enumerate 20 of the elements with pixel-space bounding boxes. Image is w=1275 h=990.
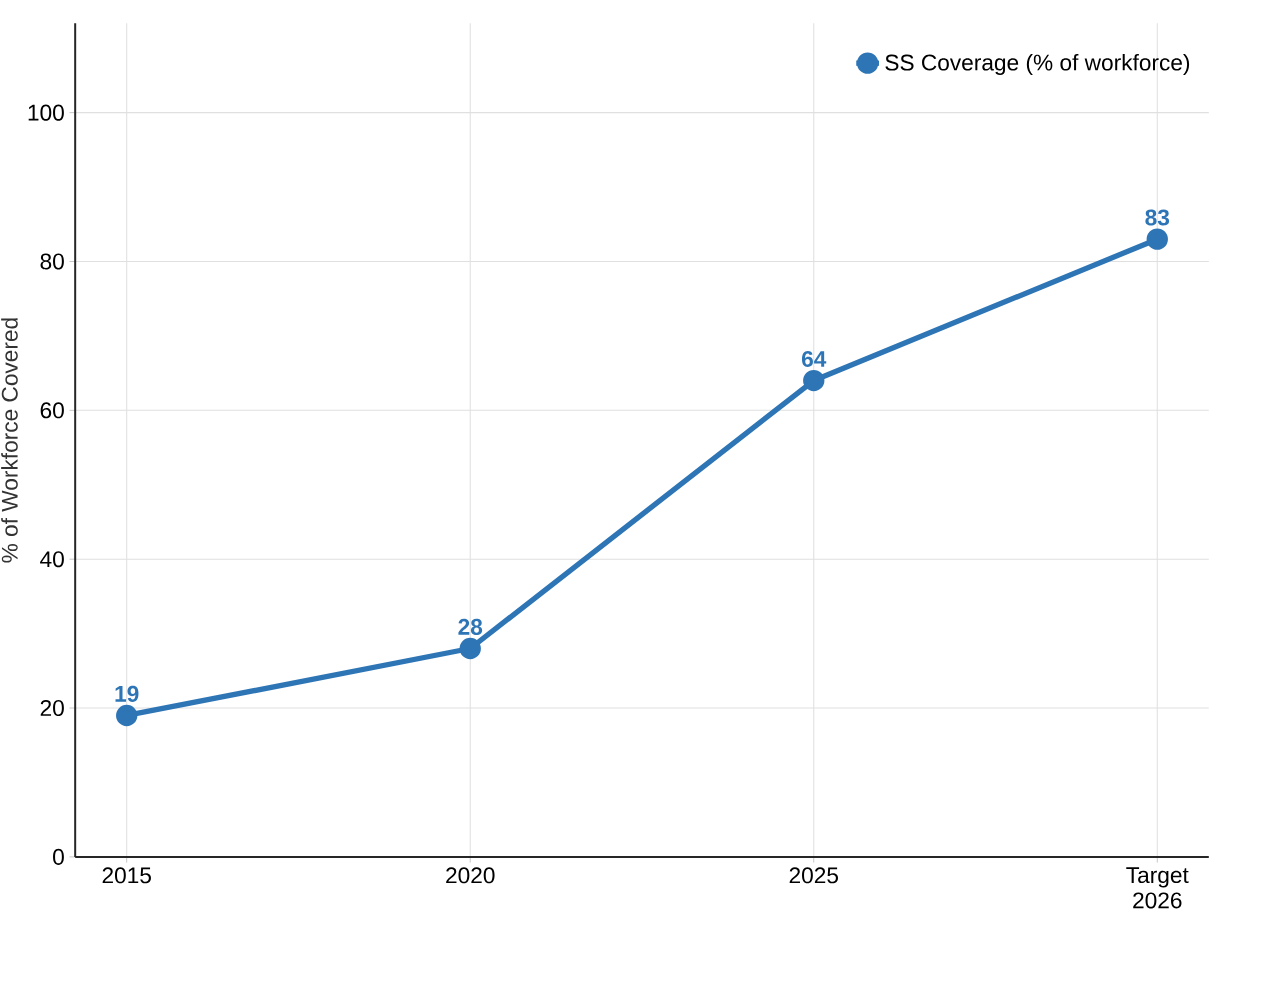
y-axis-title: % of Workforce Covered xyxy=(1,318,18,563)
y-tick-label: 20 xyxy=(40,699,64,716)
point xyxy=(803,369,825,392)
y-tick-label: 0 xyxy=(53,848,64,865)
y-tick-label: 80 xyxy=(40,253,64,270)
legend-label: SS Coverage (% of workforce) xyxy=(885,53,1190,75)
data-label: 64 xyxy=(801,350,827,367)
point xyxy=(459,637,481,660)
y-tick-label: 100 xyxy=(28,104,64,121)
y-tick-label: 60 xyxy=(40,402,64,419)
y-tick-label: 40 xyxy=(40,551,64,568)
data-label: 28 xyxy=(458,618,483,635)
x-tick-label: Target 2026 xyxy=(1126,867,1189,909)
x-tick-label: 2015 xyxy=(102,867,151,884)
x-tick-label: 2025 xyxy=(789,867,838,884)
point xyxy=(116,704,138,727)
data-label: 83 xyxy=(1145,209,1170,226)
data-label: 19 xyxy=(115,685,139,702)
x-tick-label: 2020 xyxy=(446,867,495,884)
point xyxy=(1146,228,1168,250)
